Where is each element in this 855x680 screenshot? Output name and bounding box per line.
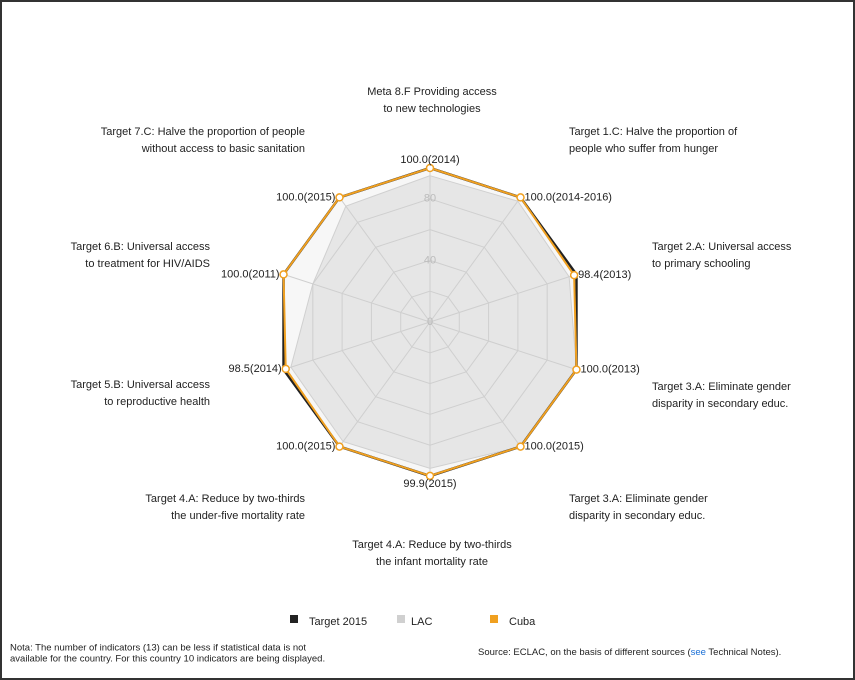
- axis-label-line: Target 4.A: Reduce by two-thirds: [352, 539, 512, 551]
- value-label: 98.4(2013): [578, 269, 631, 281]
- series-point: [335, 193, 344, 202]
- series-point: [425, 163, 435, 173]
- axis-label-line: Target 2.A: Universal access: [652, 241, 792, 253]
- value-label: 99.9(2015): [403, 478, 456, 490]
- spoke: [429, 273, 577, 323]
- source: Source: ECLAC, on the basis of different…: [478, 647, 781, 658]
- legend-swatch: [490, 615, 498, 623]
- legend-swatch: [290, 615, 298, 623]
- series-point: [335, 442, 344, 451]
- legend-swatch: [397, 615, 405, 623]
- r-tick-label: 80: [424, 193, 436, 205]
- axis-label: Target 3.A: Eliminate gender disparity in…: [652, 381, 791, 410]
- axis-label: Target 5.B: Universal access to reproduct…: [71, 379, 211, 408]
- axis-label-line: to new technologies: [383, 103, 481, 115]
- spoke: [283, 273, 431, 323]
- axis-label-line: Target 3.A: Eliminate gender: [652, 381, 791, 393]
- source-text: Technical Notes).: [706, 647, 781, 658]
- axis-label-line: people who suffer from hunger: [569, 143, 718, 155]
- value-label: 100.0(2011): [221, 268, 280, 280]
- axis-label: Target 3.A: Eliminate gender disparity in…: [569, 493, 708, 522]
- axis-label: Target 2.A: Universal access to primary s…: [652, 241, 792, 270]
- legend-label: Cuba: [509, 616, 536, 628]
- axis-label: Meta 8.F Providing access to new technolo…: [367, 86, 497, 115]
- axis-label-line: to reproductive health: [104, 396, 210, 408]
- axis-label: Target 4.A: Reduce by two-thirds the unde…: [145, 493, 305, 522]
- axis-label-line: Target 5.B: Universal access: [71, 379, 211, 391]
- series-point: [279, 270, 288, 279]
- series-point: [516, 193, 525, 202]
- axis-label-line: Target 4.A: Reduce by two-thirds: [145, 493, 305, 505]
- axis-label-line: Target 1.C: Halve the proportion of: [569, 126, 738, 138]
- note-line: available for the country. For this coun…: [10, 654, 325, 665]
- value-label: 100.0(2015): [276, 191, 335, 203]
- source-text: Source: ECLAC, on the basis of different…: [478, 647, 691, 658]
- axis-label-line: disparity in secondary educ.: [569, 510, 705, 522]
- spoke: [339, 321, 431, 447]
- series-point: [281, 364, 290, 374]
- axis-label-line: Target 6.B: Universal access: [71, 241, 211, 253]
- series-point: [516, 442, 525, 451]
- spoke: [339, 197, 431, 323]
- axis-label-line: without access to basic sanitation: [141, 143, 305, 155]
- spoke: [429, 321, 521, 447]
- value-label: 100.0(2015): [276, 440, 335, 452]
- spoke: [429, 321, 577, 371]
- axis-label-line: to treatment for HIV/AIDS: [85, 258, 210, 270]
- note-line: Nota: The number of indicators (13) can …: [10, 643, 306, 654]
- source-link[interactable]: see: [691, 647, 706, 658]
- spoke: [429, 197, 521, 323]
- value-label: 100.0(2014): [400, 154, 459, 166]
- axis-label-line: Target 7.C: Halve the proportion of peop…: [101, 126, 305, 138]
- spoke: [283, 321, 431, 371]
- axis-label: Target 7.C: Halve the proportion of peop…: [101, 126, 305, 155]
- value-label: 100.0(2014-2016): [525, 191, 612, 203]
- value-label: 98.5(2014): [229, 363, 282, 375]
- axis-label-line: Meta 8.F Providing access: [367, 86, 497, 98]
- series-point: [572, 365, 581, 374]
- axis-label: Target 6.B: Universal access to treatment…: [71, 241, 211, 270]
- axis-label: Target 1.C: Halve the proportion of peopl…: [569, 126, 738, 155]
- legend-label: Target 2015: [309, 616, 367, 628]
- r-tick-label: 40: [424, 254, 436, 266]
- r-tick-label: 0: [427, 316, 433, 328]
- axis-label-line: disparity in secondary educ.: [652, 398, 788, 410]
- axis-label: Target 4.A: Reduce by two-thirds the infa…: [352, 539, 512, 568]
- axis-label-line: the infant mortality rate: [376, 556, 488, 568]
- value-label: 100.0(2013): [580, 363, 639, 375]
- legend-label: LAC: [411, 616, 432, 628]
- axis-label-line: to primary schooling: [652, 258, 750, 270]
- axis-label-line: the under-five mortality rate: [171, 510, 305, 522]
- value-label: 100.0(2015): [525, 440, 584, 452]
- series-point: [569, 270, 579, 280]
- axis-label-line: Target 3.A: Eliminate gender: [569, 493, 708, 505]
- series-point: [425, 471, 435, 481]
